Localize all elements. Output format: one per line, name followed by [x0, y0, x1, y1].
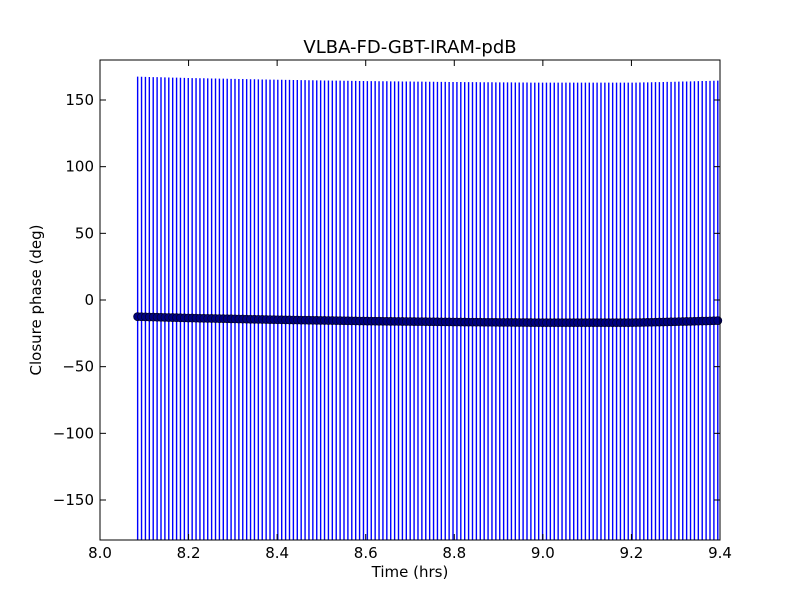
y-tick-label: −150	[53, 491, 94, 509]
chart-title: VLBA-FD-GBT-IRAM-pdB	[303, 37, 516, 58]
x-axis: 8.0 8.2 8.4 8.6 8.8 9.0 9.2 9.4	[88, 60, 732, 562]
y-axis: 150 100 50 0 −50 −100 −150	[53, 91, 720, 509]
x-axis-label: Time (hrs)	[371, 563, 449, 581]
y-axis-label: Closure phase (deg)	[27, 225, 45, 376]
x-tick-label: 8.4	[265, 544, 289, 562]
x-tick-label: 8.6	[354, 544, 378, 562]
y-tick-label: 0	[84, 291, 94, 309]
x-tick-label: 9.4	[708, 544, 732, 562]
y-tick-label: 100	[65, 158, 94, 176]
y-tick-label: −50	[62, 358, 94, 376]
x-tick-label: 8.2	[177, 544, 201, 562]
y-tick-label: 50	[75, 224, 94, 242]
x-tick-label: 9.0	[531, 544, 555, 562]
x-tick-label: 8.8	[442, 544, 466, 562]
x-tick-label: 9.2	[619, 544, 643, 562]
y-tick-label: 150	[65, 91, 94, 109]
x-tick-label: 8.0	[88, 544, 112, 562]
y-tick-label: −100	[53, 424, 94, 442]
plot-area	[133, 76, 723, 540]
data-point	[713, 316, 723, 326]
